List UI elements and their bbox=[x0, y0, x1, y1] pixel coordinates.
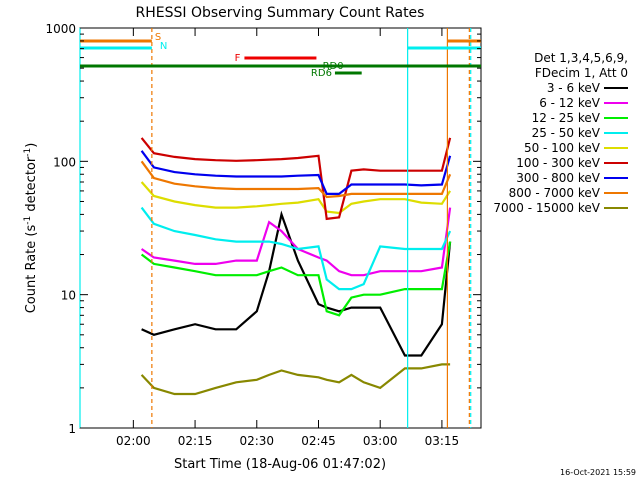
chart-title: RHESSI Observing Summary Count Rates bbox=[136, 5, 425, 21]
series-line-5 bbox=[140, 181, 452, 215]
y-tick-label-4: 1000 bbox=[45, 22, 76, 36]
series-line-8 bbox=[140, 160, 452, 199]
legend-label-1: 3 - 6 keV bbox=[547, 81, 601, 95]
y-axis-label-sup1: -1 bbox=[23, 216, 33, 225]
legend-label-9: 7000 - 15000 keV bbox=[493, 201, 600, 215]
flag-label-s: S bbox=[155, 32, 161, 43]
y-axis-label: Count Rate (s-1 detector-1) bbox=[23, 143, 39, 314]
y-tick-label-2: 10 bbox=[61, 289, 76, 303]
legend-label-4: 25 - 50 keV bbox=[532, 126, 601, 140]
x-tick-label-6: 03:15 bbox=[425, 434, 460, 448]
flag-label-f: F bbox=[235, 53, 241, 64]
legend-header-line2: FDecim 1, Att 0 bbox=[535, 66, 628, 80]
y-tick-label-3: 100 bbox=[53, 155, 76, 169]
series-line-2 bbox=[140, 207, 452, 277]
x-tick-label-4: 02:45 bbox=[301, 434, 336, 448]
x-axis-label: Start Time (18-Aug-06 01:47:02) bbox=[174, 457, 386, 472]
series-line-1 bbox=[141, 210, 452, 357]
legend-label-8: 800 - 7000 keV bbox=[509, 186, 601, 200]
timestamp: 16-Oct-2021 15:59 bbox=[560, 468, 636, 477]
series-line-6 bbox=[140, 137, 452, 221]
series-line-7 bbox=[140, 150, 452, 195]
x-tick-label-1: 02:00 bbox=[116, 434, 151, 448]
series-line-9 bbox=[140, 363, 451, 396]
legend-label-7: 300 - 800 keV bbox=[516, 171, 600, 185]
x-tick-label-5: 03:00 bbox=[363, 434, 398, 448]
x-tick-label-3: 02:30 bbox=[239, 434, 274, 448]
flag-label-rd6: RD6 bbox=[311, 68, 332, 79]
y-axis-label-end: ) bbox=[24, 143, 39, 148]
legend-header-line1: Det 1,3,4,5,6,9, bbox=[534, 51, 628, 65]
axis-ticks: 02:00 02:15 02:30 02:45 03:00 03:15 1 10 100 1000 bbox=[45, 22, 481, 448]
legend-label-5: 50 - 100 keV bbox=[524, 141, 601, 155]
y-axis-label-main: Count Rate (s bbox=[24, 225, 39, 314]
y-axis-label-mid: detector bbox=[24, 156, 39, 216]
series-line-3 bbox=[140, 241, 452, 317]
legend-label-6: 100 - 300 keV bbox=[516, 156, 600, 170]
legend-label-2: 6 - 12 keV bbox=[539, 96, 601, 110]
y-tick-label-1: 1 bbox=[68, 422, 76, 436]
flag-label-rd0: RD0 bbox=[323, 61, 344, 72]
y-axis-label-sup2: -1 bbox=[23, 148, 33, 157]
legend-label-3: 12 - 25 keV bbox=[532, 111, 601, 125]
series-line-4 bbox=[140, 206, 452, 291]
flag-label-n: N bbox=[160, 41, 167, 52]
x-tick-label-2: 02:15 bbox=[178, 434, 213, 448]
series-lines bbox=[79, 28, 472, 428]
